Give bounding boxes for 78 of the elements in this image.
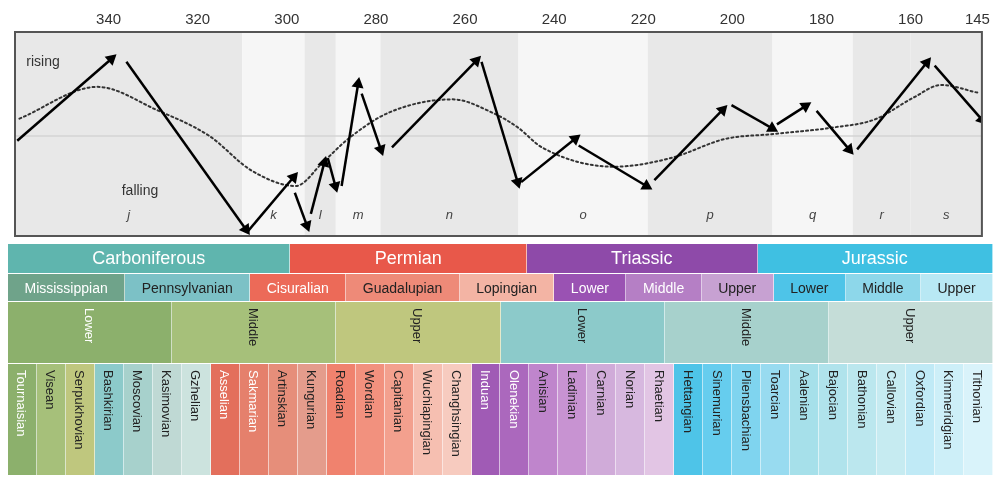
text: Kasimovian (159, 370, 175, 438)
text: Oxfordian (912, 370, 928, 427)
band-label: q (808, 207, 817, 223)
annotation: rising (26, 52, 60, 69)
text: Rhaetian (651, 370, 667, 423)
text: Carnian (593, 370, 609, 416)
text: Upper (410, 308, 426, 344)
band-label: p (705, 207, 714, 223)
text: Bathonian (854, 370, 870, 429)
text: Ladinian (564, 370, 580, 420)
text: Wordian (362, 370, 378, 419)
text: Kungurian (304, 370, 320, 430)
band-label: l (318, 207, 323, 223)
text: Middle (642, 279, 685, 296)
annotation: falling (121, 181, 159, 198)
text: Middle (862, 279, 904, 296)
band-label: s (943, 207, 951, 223)
x-tick-label: 340 (96, 10, 122, 28)
text: Hettangian (680, 370, 696, 433)
text: Tithonian (970, 370, 986, 423)
x-tick-label: 220 (630, 10, 656, 28)
text: Olenekian (506, 370, 522, 429)
x-tick-label: 260 (452, 10, 478, 28)
text: Jurassic (841, 248, 908, 269)
band-label: n (445, 207, 454, 223)
text: Callovian (883, 370, 899, 424)
text: Induan (477, 370, 493, 410)
text: Norian (622, 370, 638, 409)
text: Capitanian (391, 370, 407, 433)
band-label: r (879, 207, 885, 223)
text: Lower (790, 279, 829, 296)
text: Sinemurian (709, 370, 725, 436)
text: Visean (43, 370, 59, 410)
text: Roadian (333, 370, 349, 419)
text: Cisuralian (266, 279, 329, 296)
text: Upper (718, 279, 757, 296)
text: Mississippian (24, 279, 108, 296)
text: Changhsingian (449, 370, 465, 457)
text: Guadalupian (362, 279, 443, 296)
text: Middle (738, 308, 754, 347)
x-tick-label: 300 (274, 10, 300, 28)
text: Bashkirian (101, 370, 117, 431)
text: Anisian (535, 370, 551, 413)
text: Serpukhovian (72, 370, 88, 450)
text: Aalenian (796, 370, 812, 421)
text: Kimmeridgian (941, 370, 957, 450)
text: Lower (574, 308, 590, 344)
text: Upper (902, 308, 918, 344)
x-tick-label: 280 (363, 10, 389, 28)
text: Bajocian (825, 370, 841, 420)
text: Permian (374, 248, 442, 269)
text: Asselian (217, 370, 233, 420)
band-label: m (352, 207, 364, 223)
text: Pliensbachian (738, 370, 754, 451)
x-tick-label: 160 (898, 10, 924, 28)
text: Toarcian (767, 370, 783, 420)
text: Lower (82, 308, 98, 344)
text: Upper (937, 279, 976, 296)
text: Sakmarian (246, 370, 262, 433)
text: Middle (246, 308, 262, 347)
x-tick-label: 240 (541, 10, 567, 28)
text: Pennsylvanian (141, 279, 233, 296)
x-tick-label: 200 (719, 10, 745, 28)
text: Carboniferous (92, 248, 206, 269)
x-tick-label: 180 (808, 10, 835, 28)
text: Lopingian (476, 279, 537, 296)
text: Moscovian (130, 370, 146, 433)
band-label: j (125, 207, 132, 223)
text: Lower (570, 279, 609, 296)
band-label: o (579, 207, 587, 223)
band-label: k (270, 207, 279, 223)
text: Gzhelian (188, 370, 204, 422)
x-tick-label: 145 (964, 10, 990, 28)
text: Wuchiapingian (420, 370, 436, 456)
text: Tournaisian (14, 370, 30, 437)
x-tick-label: 320 (185, 10, 211, 28)
text: Artinskian (275, 370, 291, 428)
text: Triassic (611, 248, 673, 269)
